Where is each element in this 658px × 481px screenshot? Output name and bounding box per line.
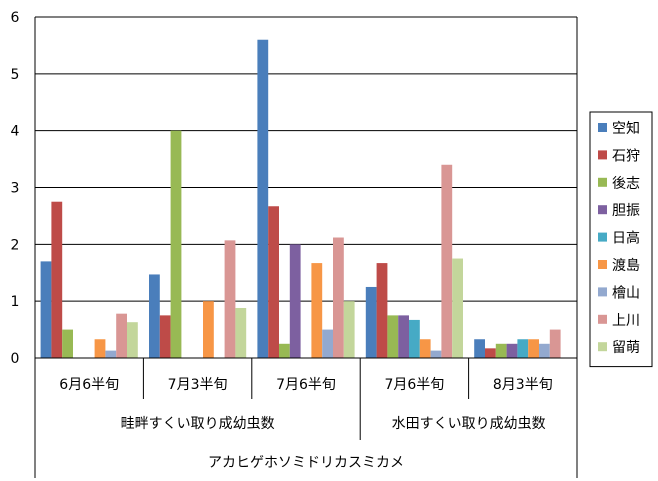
bar	[279, 343, 290, 358]
bar	[409, 319, 420, 358]
bar	[376, 263, 388, 358]
bar	[539, 343, 550, 358]
bar	[452, 258, 463, 358]
y-tick-label: 6	[11, 10, 20, 26]
legend-swatch	[598, 123, 607, 132]
y-tick-label: 4	[11, 124, 20, 140]
bar	[474, 339, 485, 358]
bar	[51, 201, 63, 358]
legend-swatch	[598, 342, 607, 352]
legend-label: 留萌	[612, 340, 640, 356]
legend-label: 石狩	[612, 148, 640, 164]
legend-label: 後志	[612, 176, 640, 192]
legend-label: 空知	[612, 120, 640, 137]
bar	[506, 343, 518, 358]
legend-label: 日高	[612, 230, 640, 247]
group-label: 畦畔すくい取り成幼虫数	[121, 416, 275, 432]
bar	[528, 339, 539, 358]
bar	[235, 307, 247, 358]
y-tick-label: 0	[11, 351, 20, 367]
legend-swatch	[598, 232, 607, 242]
bar	[517, 339, 529, 358]
bar	[116, 313, 127, 358]
x-tick-label: 7月6半旬	[384, 377, 444, 393]
legend-swatch	[598, 150, 607, 160]
legend-swatch	[598, 314, 607, 324]
bar	[485, 348, 496, 358]
bar	[105, 350, 117, 358]
bar	[62, 329, 73, 358]
y-tick-label: 1	[11, 294, 20, 310]
legend-label: 渡島	[612, 258, 640, 274]
bar	[203, 301, 214, 358]
bar	[40, 261, 52, 358]
bar	[495, 343, 507, 358]
bar	[159, 315, 171, 358]
legend-swatch	[598, 205, 607, 215]
bar	[149, 274, 160, 358]
bar	[311, 263, 323, 358]
bar	[365, 286, 377, 358]
x-tick-label: 7月6半旬	[276, 377, 336, 393]
bar	[268, 206, 279, 358]
legend-swatch	[598, 287, 607, 297]
y-tick-label: 2	[11, 237, 20, 253]
bar	[430, 350, 442, 358]
bar	[549, 329, 561, 358]
axes	[34, 16, 578, 478]
bar	[343, 301, 355, 358]
y-tick-label: 3	[11, 181, 20, 197]
bar	[398, 315, 409, 358]
bar	[441, 164, 453, 358]
bar	[419, 339, 431, 358]
x-tick-label: 7月3半旬	[168, 377, 228, 393]
legend-label: 胆振	[612, 203, 640, 219]
legend-label: 上川	[612, 313, 640, 329]
y-axis-ticks: 0 1 2 3 4 5 6	[11, 10, 20, 367]
gridlines	[35, 16, 577, 359]
group-label: 水田すくい取り成幼虫数	[392, 416, 546, 432]
supergroup-label: アカヒゲホソミドリカスミカメ	[208, 455, 404, 471]
bar	[224, 240, 236, 358]
legend-swatch	[598, 177, 607, 187]
legend-label: 檜山	[612, 284, 640, 301]
x-tick-label: 8月3半旬	[493, 377, 553, 393]
legend-swatch	[598, 260, 607, 269]
bar	[127, 322, 138, 358]
bars	[40, 39, 561, 358]
bar	[170, 130, 182, 358]
bar	[322, 329, 333, 358]
x-tick-label: 6月6半旬	[59, 377, 119, 393]
y-tick-label: 5	[11, 67, 20, 83]
bar	[94, 339, 106, 358]
bar	[257, 39, 269, 358]
bar	[333, 237, 344, 358]
bar	[387, 315, 399, 358]
bar	[289, 244, 301, 358]
